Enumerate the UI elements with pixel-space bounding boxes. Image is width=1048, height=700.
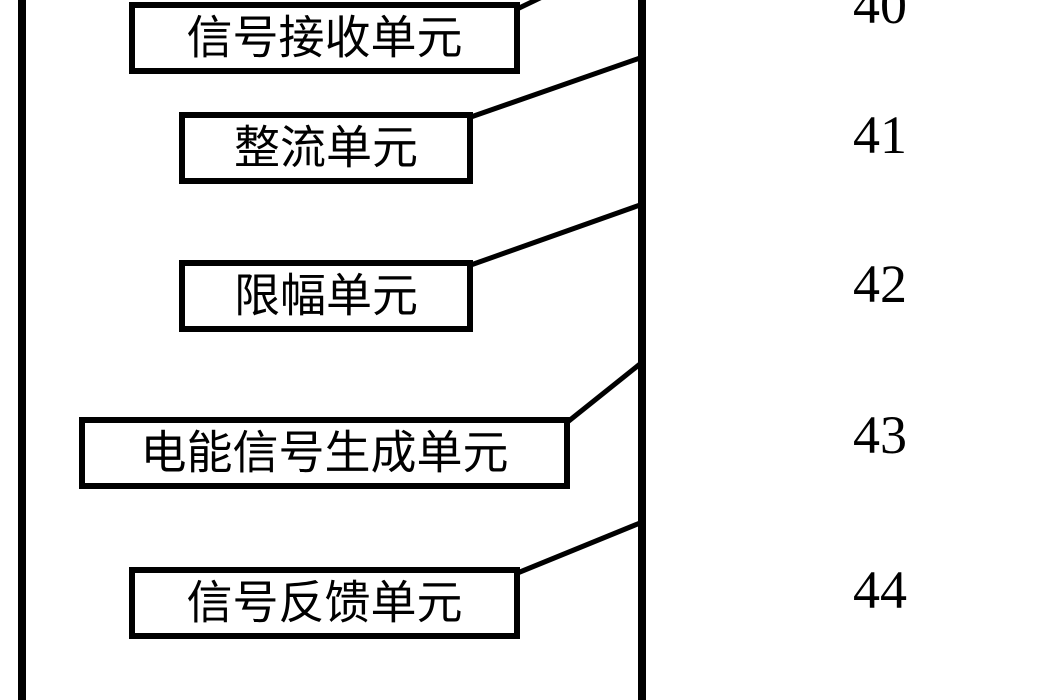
callout-line-b40 (515, 0, 640, 10)
block-label-b44: 信号反馈单元 (187, 578, 463, 629)
callout-number-b41: 41 (853, 105, 907, 165)
block-label-b43: 电能信号生成单元 (141, 428, 509, 479)
callout-line-b44 (515, 523, 640, 574)
callout-number-b42: 42 (853, 254, 907, 314)
callout-line-b42 (468, 205, 640, 266)
block-label-b40: 信号接收单元 (187, 13, 463, 64)
callout-number-b43: 43 (853, 405, 907, 465)
callout-number-b44: 44 (853, 560, 907, 620)
callout-line-b43 (565, 364, 640, 424)
block-label-b42: 限幅单元 (234, 271, 418, 322)
callout-number-b40: 40 (853, 0, 907, 35)
block-label-b41: 整流单元 (234, 123, 418, 174)
